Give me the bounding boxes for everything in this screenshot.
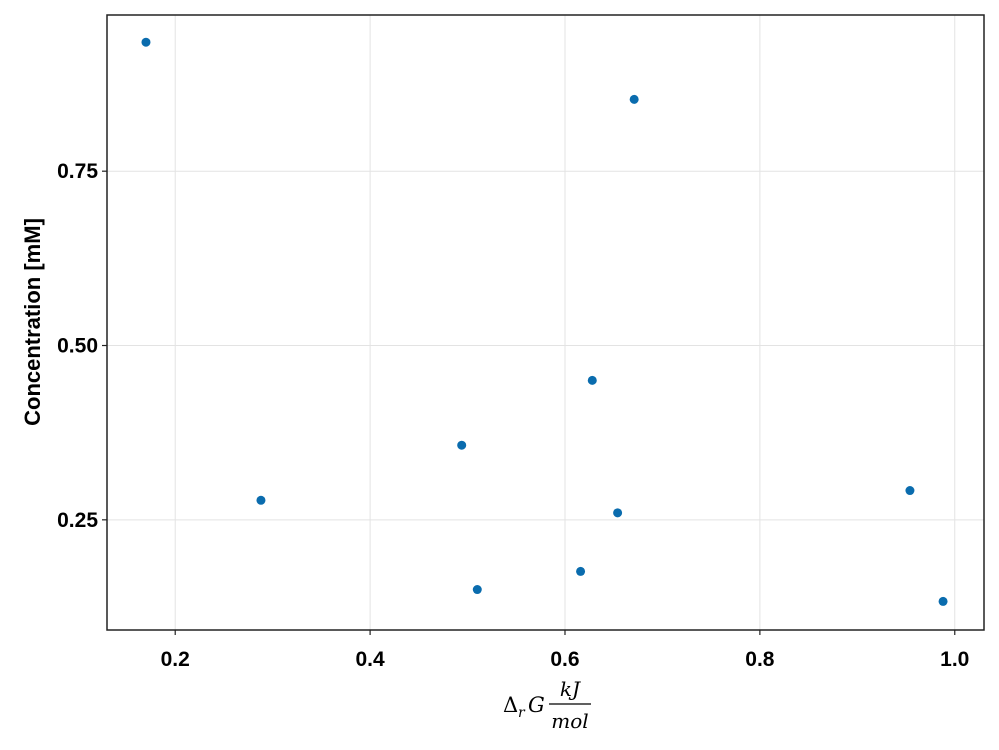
x-label-numerator: kJ [560,677,581,701]
data-point [938,596,948,606]
plot-frame [106,14,985,631]
svg-text:Δ: Δ [503,693,518,717]
y-tick-label: 0.50 [57,335,98,358]
data-point [457,440,467,450]
x-axis-label: Δ r G kJ mol [503,677,591,733]
x-tick-label: 1.0 [940,648,969,671]
x-tick-label: 0.4 [355,648,385,671]
y-tick-labels: 0.25 0.50 0.75 [57,160,98,532]
x-label-subscript: r [518,705,526,721]
data-point [613,508,623,518]
y-axis-label: Concentration [mM] [20,218,45,426]
data-points [141,37,948,606]
x-label-denominator: mol [551,709,588,733]
svg-text:G: G [528,693,545,717]
y-tick-label: 0.25 [57,509,98,532]
data-point [905,486,915,496]
data-point [472,585,482,595]
x-tick-label: 0.6 [550,648,579,671]
data-point [587,375,597,385]
x-label-delta: Δ [503,693,518,717]
data-point [141,37,151,47]
x-tick-label: 0.2 [161,648,190,671]
svg-text:mol: mol [551,709,588,733]
tick-marks [102,170,956,635]
y-tick-label: 0.75 [57,160,98,183]
grid-lines [107,15,984,630]
data-point [256,495,266,505]
svg-text:r: r [518,705,526,721]
x-tick-labels: 0.2 0.4 0.6 0.8 1.0 [161,648,970,671]
data-point [576,566,586,576]
data-point [629,94,639,104]
x-tick-label: 0.8 [745,648,775,671]
svg-text:kJ: kJ [560,677,581,701]
x-label-variable: G [528,693,545,717]
